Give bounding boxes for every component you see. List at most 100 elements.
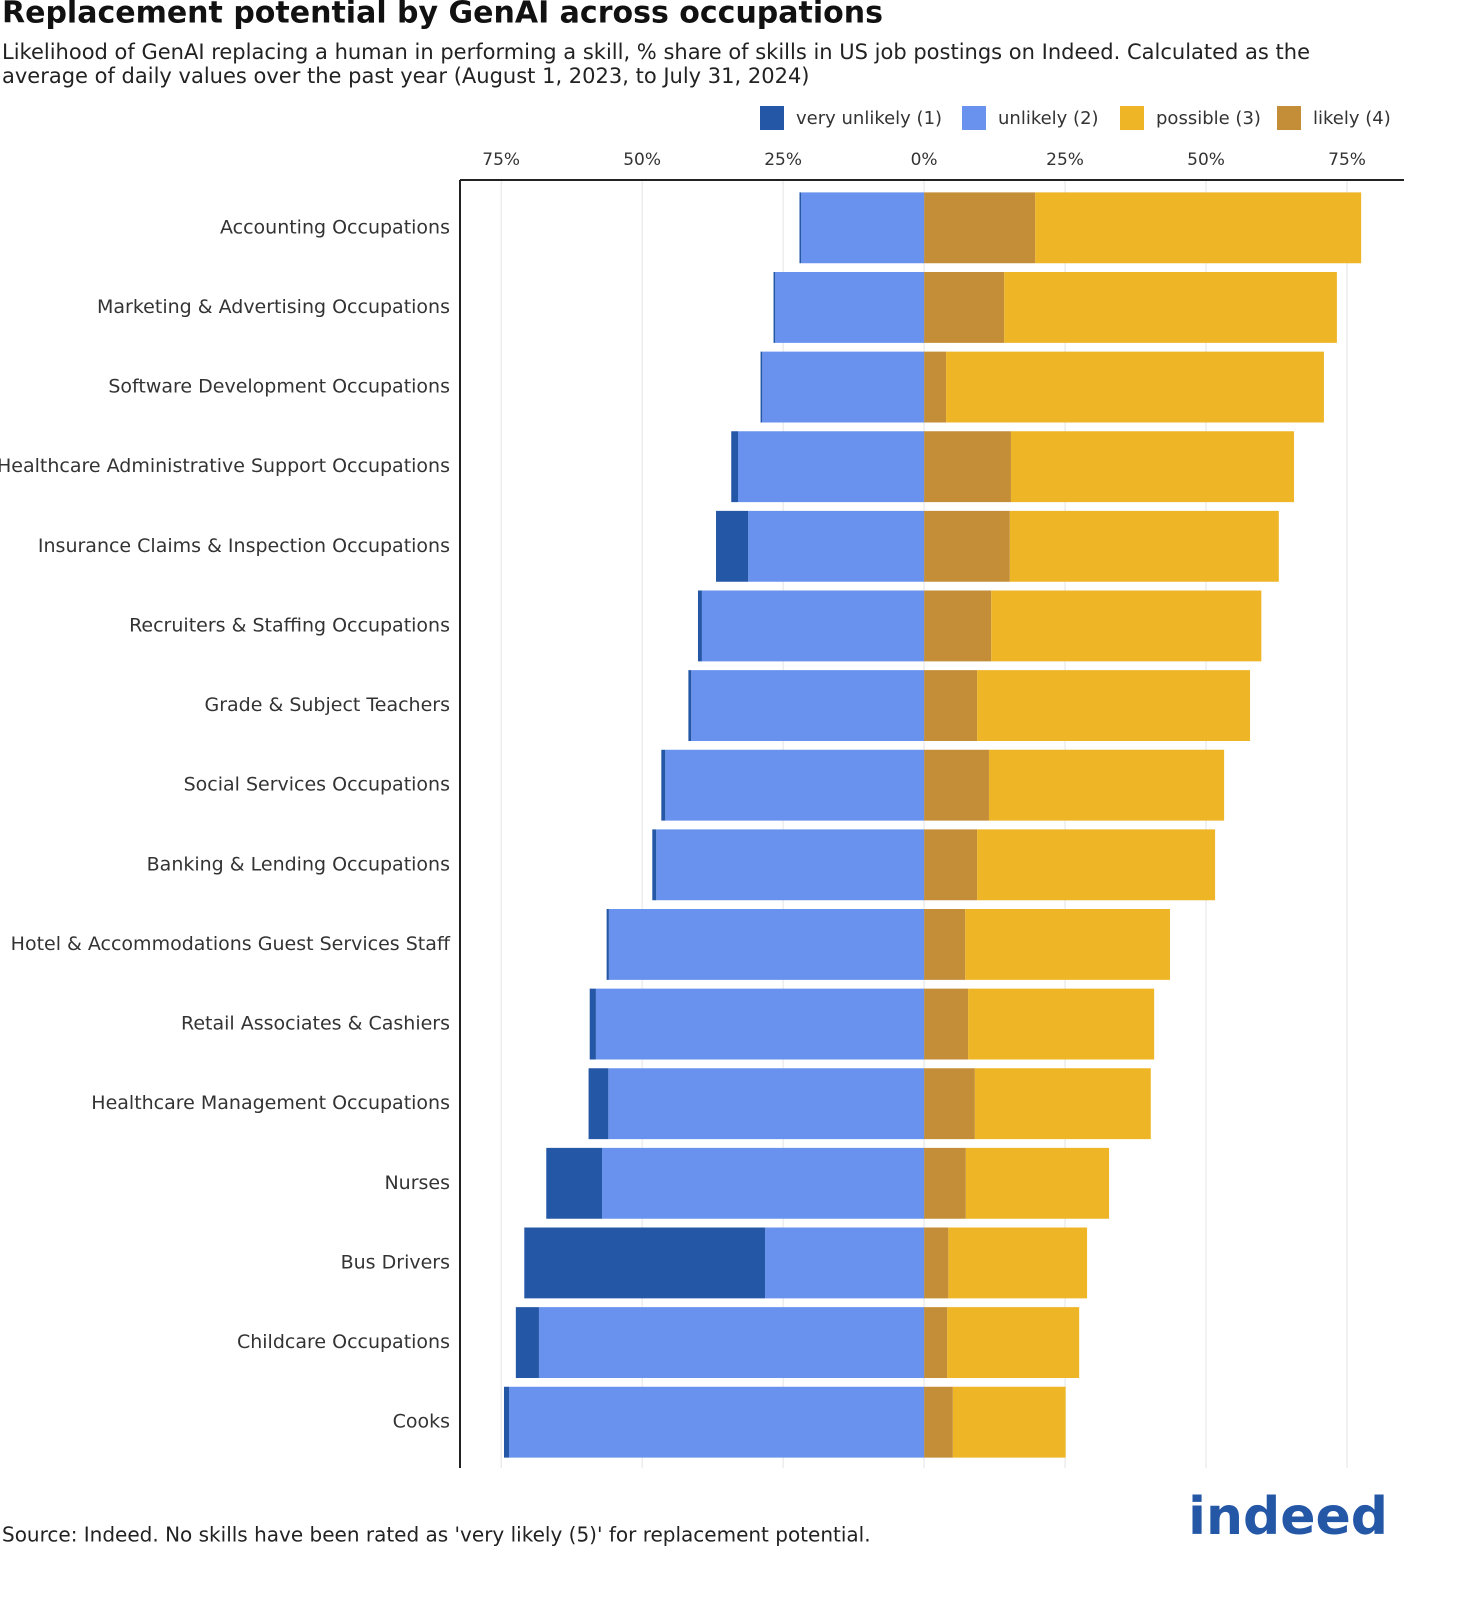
bar-segment [775,272,925,343]
y-tick-label: Software Development Occupations [108,376,450,398]
bar-segment [595,988,925,1060]
legend-swatch [760,106,784,130]
bar-segment [697,590,702,662]
legend-swatch [962,106,986,130]
bar-segment [924,272,1005,343]
bar-segment [765,1227,925,1299]
bar-segment [948,1227,1088,1299]
bar-segment [924,510,1010,582]
bar-segment [924,829,978,901]
bar-segment [924,1068,975,1140]
y-tick-label: Banking & Lending Occupations [147,853,450,875]
bar-segment [606,909,609,980]
bar-segment [688,670,692,741]
source-note: Source: Indeed. No skills have been rate… [2,1523,871,1547]
chart-subtitle: Likelihood of GenAI replacing a human in… [2,40,1310,64]
bar-segment [924,1386,953,1458]
bar-segment [509,1386,925,1458]
legend-label: very unlikely (1) [796,108,942,129]
bar-segment [988,749,1225,821]
bar-segment [701,590,925,662]
bar-segment [1010,431,1295,503]
bar-segment [799,192,802,264]
bar-segment [991,590,1262,662]
bar-segment [748,510,925,582]
bar-segment [589,988,596,1060]
bar-segment [974,1068,1151,1140]
y-tick-label: Insurance Claims & Inspection Occupation… [38,535,450,557]
bar-segment [546,1147,603,1219]
bar-segment [665,749,925,821]
legend-label: possible (3) [1156,108,1261,129]
x-tick-label: 75% [1328,150,1366,170]
legend-label: unlikely (2) [998,108,1099,129]
bar-segment [760,351,763,423]
bar-segment [924,670,978,741]
bar-segment [924,1307,948,1378]
x-tick-label: 25% [764,150,802,170]
bar-segment [952,1386,1066,1458]
x-tick-label: 75% [482,150,520,170]
bar-segment [924,351,947,423]
bar-segment [924,1227,949,1299]
y-tick-label: Cooks [393,1411,450,1433]
bar-segment [924,590,992,662]
bar-segment [738,431,925,503]
bar-segment [773,272,776,343]
y-tick-label: Recruiters & Staffing Occupations [129,614,450,636]
bar-segment [602,1147,925,1219]
bar-segment [762,351,925,423]
y-tick-label: Accounting Occupations [220,216,450,238]
legend-swatch [1277,106,1301,130]
bar-segment [977,829,1216,901]
bar-segment [947,1307,1080,1378]
bar-segment [924,1147,966,1219]
bar-segment [968,988,1155,1060]
bar-segment [924,192,1036,264]
x-tick-label: 0% [911,150,938,170]
bar-segment [801,192,925,264]
y-tick-label: Retail Associates & Cashiers [181,1013,450,1035]
bar-segment [608,909,925,980]
bar-segment [608,1068,925,1140]
bar-segment [965,909,1170,980]
y-tick-label: Childcare Occupations [237,1331,450,1353]
bar-segment [977,670,1251,741]
bar-segment [503,1386,510,1458]
bar-segment [1004,272,1337,343]
y-tick-label: Marketing & Advertising Occupations [97,296,450,318]
x-tick-label: 25% [1046,150,1084,170]
bar-segment [924,431,1011,503]
x-tick-label: 50% [1187,150,1225,170]
bar-segment [538,1307,925,1378]
x-tick-label: 50% [623,150,661,170]
y-tick-label: Hotel & Accommodations Guest Services St… [11,933,451,955]
y-tick-label: Healthcare Management Occupations [91,1092,450,1114]
y-tick-label: Social Services Occupations [184,774,450,796]
y-tick-label: Bus Drivers [341,1251,450,1273]
legend-label: likely (4) [1313,108,1391,129]
bar-segment [716,510,749,582]
y-tick-label: Healthcare Administrative Support Occupa… [0,455,450,477]
bar-segment [524,1227,766,1299]
y-tick-label: Nurses [384,1172,450,1194]
bar-segment [691,670,925,741]
chart-title: Replacement potential by GenAI across oc… [2,0,883,31]
bar-segment [1035,192,1362,264]
bar-segment [588,1068,609,1140]
bar-segment [1009,510,1279,582]
bar-segment [515,1307,539,1378]
bar-segment [652,829,657,901]
bar-segment [924,749,989,821]
bar-segment [965,1147,1110,1219]
legend-swatch [1120,106,1144,130]
bar-segment [661,749,666,821]
bar-segment [656,829,925,901]
chart-subtitle: average of daily values over the past ye… [2,64,810,88]
bar-segment [924,988,969,1060]
y-tick-label: Grade & Subject Teachers [205,694,451,716]
bar-segment [924,909,966,980]
bar-segment [731,431,739,503]
bar-segment [946,351,1324,423]
